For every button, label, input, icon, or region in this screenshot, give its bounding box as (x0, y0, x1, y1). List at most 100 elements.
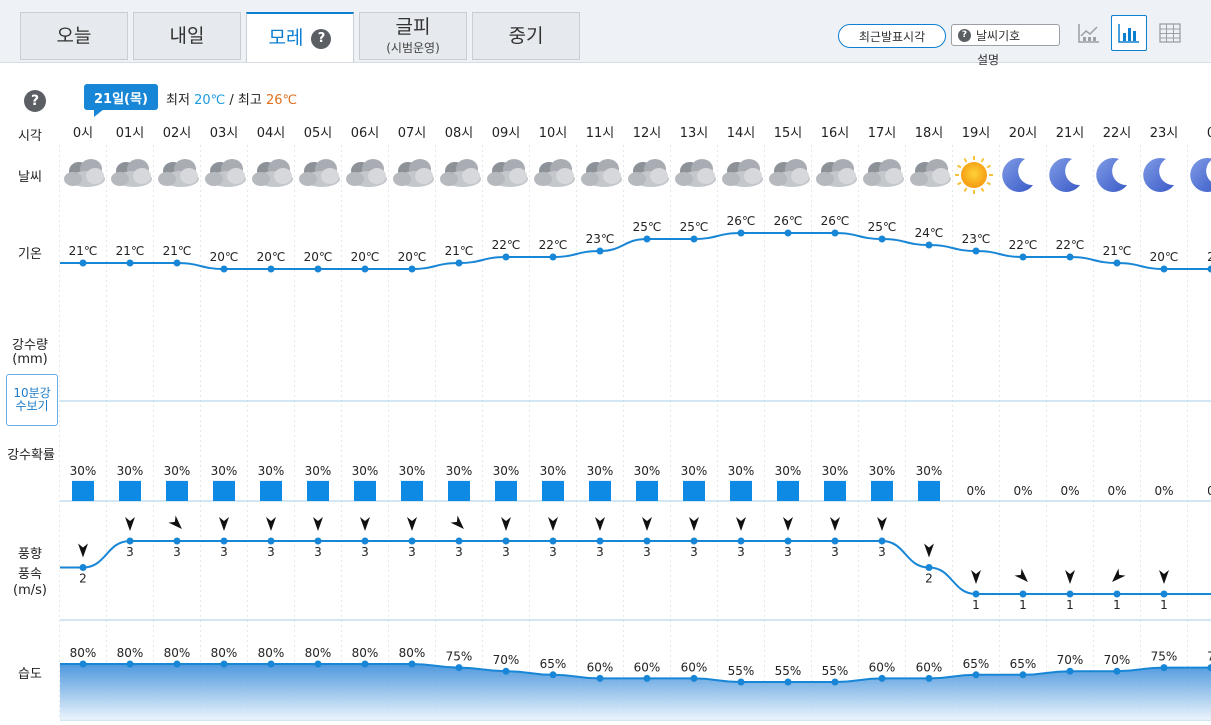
humidity-point (1160, 664, 1168, 672)
hour-label: 12시 (633, 126, 662, 141)
wind-speed-point (878, 537, 886, 545)
cloud-part (644, 159, 666, 179)
wind-arrow-icon (219, 517, 229, 531)
wind-speed-label: 3 (126, 545, 134, 559)
cloud-part (832, 159, 854, 179)
humidity-point (690, 674, 698, 682)
table-view-button[interactable] (1152, 15, 1188, 51)
cloud-part (393, 172, 411, 186)
help-icon[interactable]: ? (24, 90, 46, 112)
tab-day-after-tomorrow[interactable]: 모레? (246, 12, 354, 62)
temperature-label: 20℃ (210, 250, 239, 264)
wind-speed-label: 2 (79, 572, 87, 586)
row-label-wind-unit: (m/s) (13, 583, 47, 598)
cloudy-icon (675, 159, 716, 187)
humidity-point (878, 674, 886, 682)
tab-tomorrow[interactable]: 내일 (133, 12, 241, 60)
probability-bar (401, 480, 423, 501)
temperature-point (596, 247, 604, 255)
humidity-point (455, 664, 463, 672)
cloudy-icon (299, 159, 340, 187)
help-icon[interactable]: ? (311, 28, 332, 49)
humidity-label: 60% (916, 660, 943, 674)
tab-today[interactable]: 오늘 (20, 12, 128, 60)
wind-speed-point (79, 564, 87, 571)
cloudy-icon (346, 159, 387, 187)
temperature-point (220, 265, 228, 273)
tab-label: 내일 (169, 25, 205, 47)
wind-speed-label: 3 (408, 545, 416, 559)
probability-bar (918, 480, 940, 501)
cloudy-icon (816, 159, 857, 187)
probability-label: 30% (869, 464, 896, 478)
weather-symbol-button[interactable]: ? 날씨기호 (951, 24, 1060, 46)
temperature-point (690, 235, 698, 243)
line-chart-view-button[interactable] (1071, 15, 1107, 51)
wind-speed-label: 1 (1113, 598, 1121, 612)
moon-icon (1002, 157, 1033, 192)
cloud-part (86, 168, 104, 184)
hour-label: 17시 (868, 126, 897, 141)
sun-ray (986, 164, 991, 169)
wind-speed-label: 1 (1066, 598, 1074, 612)
cloud-part (274, 168, 292, 184)
bar-chart-view-button[interactable] (1111, 15, 1147, 51)
ten-minute-precipitation-button[interactable]: 10분강수보기 (6, 374, 58, 426)
wind-speed-label: 3 (643, 545, 651, 559)
wind-speed-label: 2 (925, 572, 933, 586)
wind-speed-label: 3 (502, 545, 510, 559)
row-label-temperature: 기온 (18, 247, 42, 262)
temperature-label: 26℃ (774, 214, 803, 228)
probability-bar (777, 480, 799, 501)
hour-label: 18시 (915, 126, 944, 141)
table-icon (1159, 23, 1181, 43)
temperature-point (1019, 253, 1027, 261)
probability-label: 30% (634, 464, 661, 478)
hour-label: 07시 (398, 126, 427, 141)
wind-speed-point (549, 537, 557, 545)
temperature-point (126, 259, 134, 267)
moon-shape (1002, 157, 1033, 192)
cloud-part (550, 159, 572, 179)
temperature-label: 23℃ (962, 232, 991, 246)
moon-icon (1190, 158, 1211, 192)
cloud-part (456, 159, 478, 179)
wind-speed-point (1019, 590, 1027, 598)
probability-label: 0% (1013, 484, 1032, 498)
cloudy-icon (722, 159, 763, 187)
cloud-part (163, 171, 199, 187)
cloud-part (133, 168, 151, 184)
cloudy-icon (487, 159, 528, 187)
min-label: 최저 (166, 93, 190, 108)
temperature-point (1207, 265, 1211, 273)
tab-three-days-later[interactable]: 글피 (시범운영) (359, 12, 467, 60)
temperature-label: 26℃ (727, 214, 756, 228)
latest-announcement-button[interactable]: 최근발표시각 (838, 24, 946, 48)
cloudy-icon (158, 159, 199, 187)
arrow-shape (548, 517, 558, 531)
wind-speed-point (737, 537, 745, 545)
temperature-label: 22℃ (539, 238, 568, 252)
wind-arrow-icon (595, 517, 605, 531)
probability-bar (448, 480, 470, 501)
temperature-label: 20℃ (257, 250, 286, 264)
tab-label: 오늘 (56, 25, 92, 47)
temperature-label: 22℃ (1056, 238, 1085, 252)
probability-label: 30% (305, 464, 332, 478)
cloud-part (603, 168, 621, 184)
wind-speed-point (972, 590, 980, 598)
humidity-label: 55% (775, 664, 802, 678)
cloud-part (744, 168, 762, 184)
cloud-part (838, 168, 856, 184)
row-label-time: 시각 (18, 129, 42, 144)
temperature-point (925, 241, 933, 249)
wind-speed-point (502, 537, 510, 545)
humidity-label: 70% (1057, 653, 1084, 667)
wind-arrow-icon (168, 515, 182, 529)
cloud-part (628, 172, 646, 186)
wind-speed-point (784, 537, 792, 545)
arrow-shape (1112, 568, 1126, 582)
humidity-point (1113, 667, 1121, 675)
tab-midterm[interactable]: 중기 (472, 12, 580, 60)
